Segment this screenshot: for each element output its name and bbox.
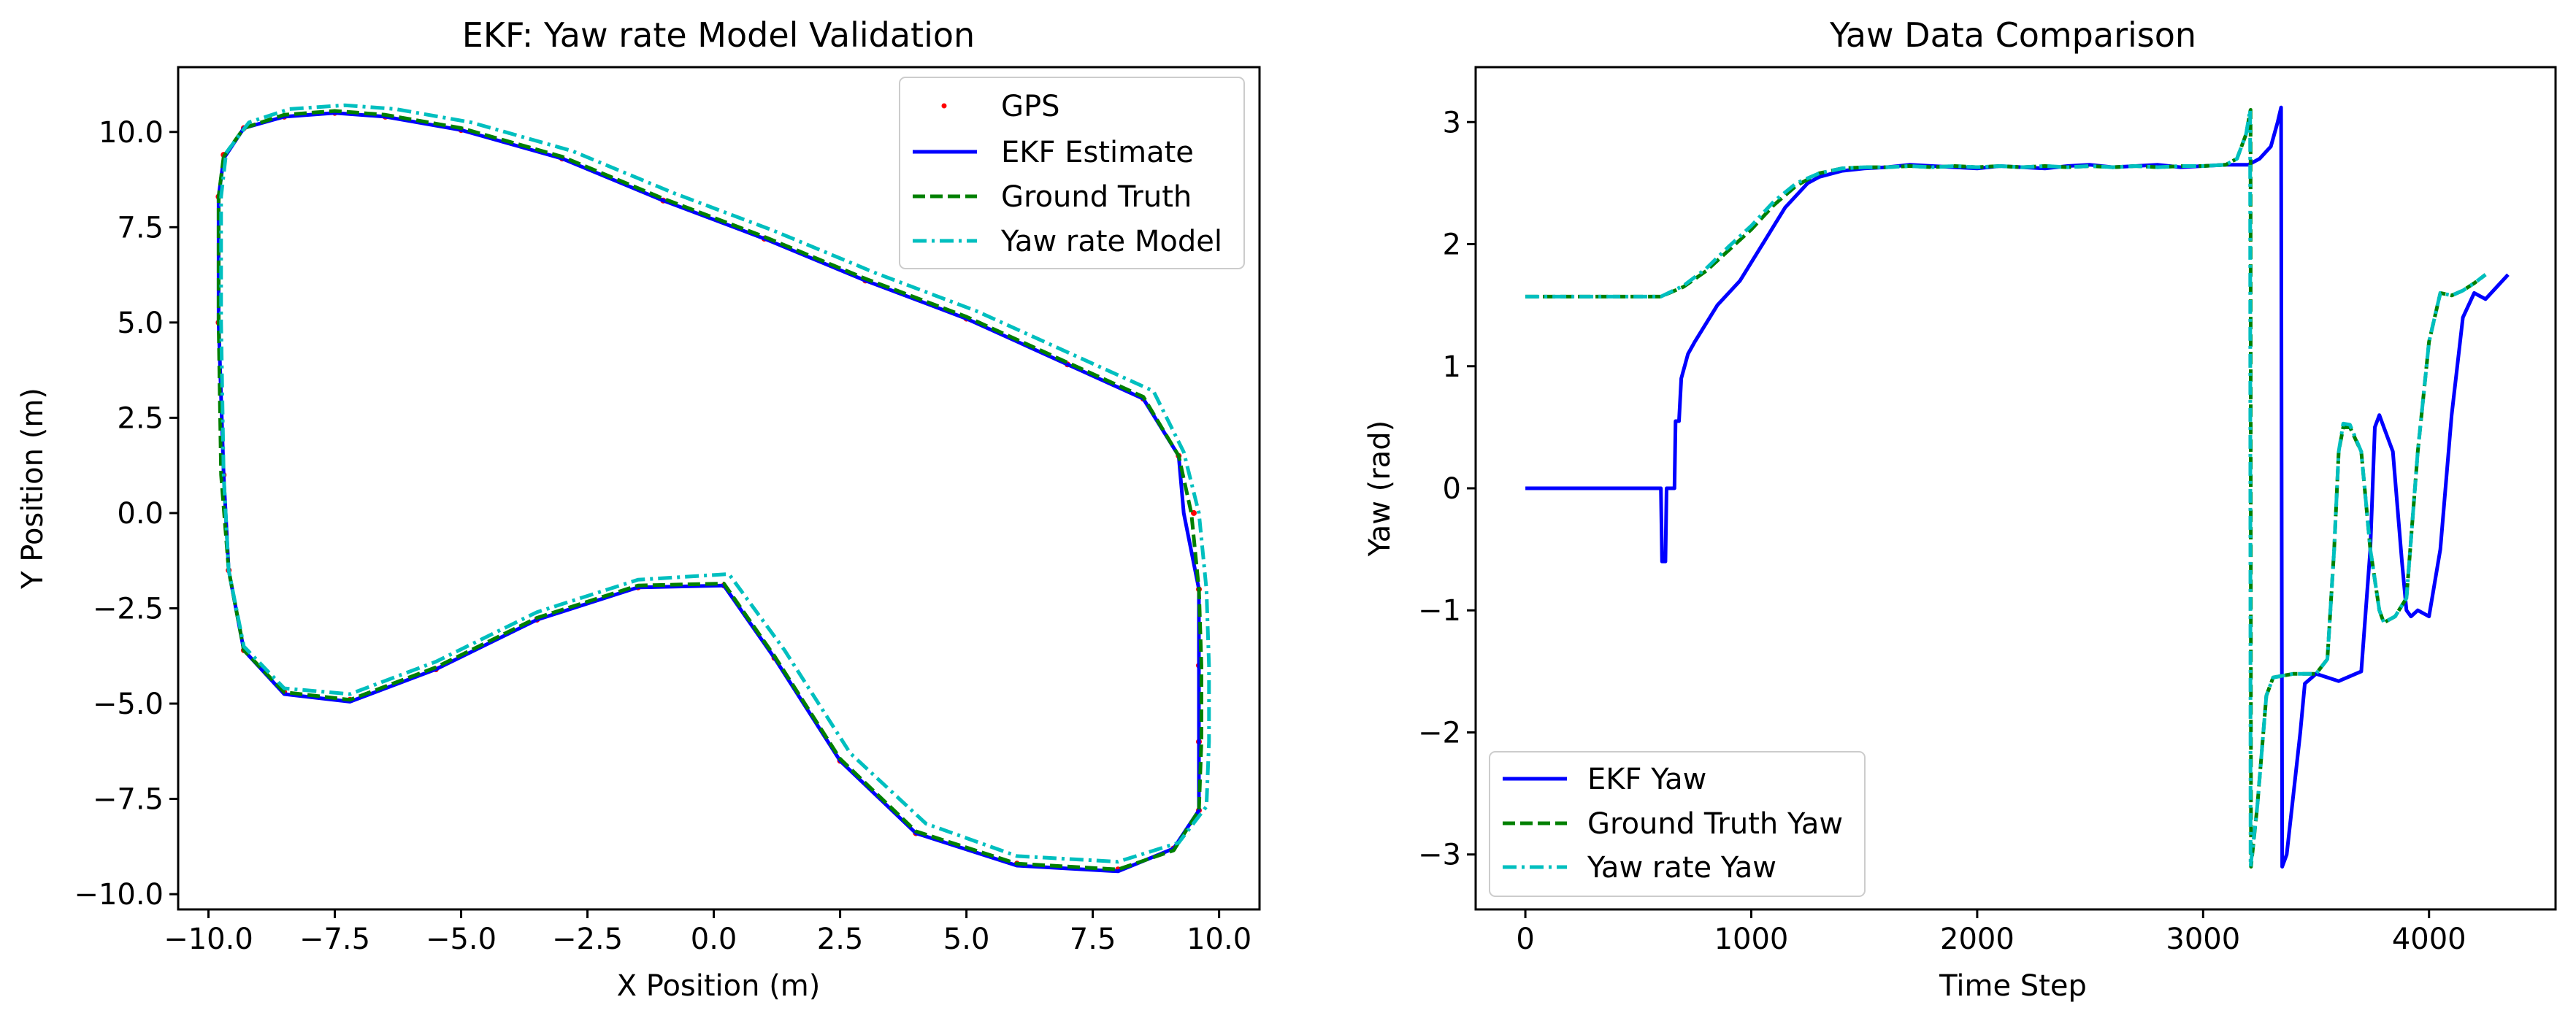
yaw-y-axis-label: Yaw (rad) <box>1363 420 1397 557</box>
legend-ekf-yaw-label: EKF Yaw <box>1587 763 1706 796</box>
y-tick-label-2: −5.0 <box>93 688 164 721</box>
trajectory-plot: EKF: Yaw rate Model Validation −10.0 −7.5… <box>16 15 1261 1003</box>
x-tick-label-2: −5.0 <box>426 923 497 956</box>
ekf-yaw-line <box>1525 105 2510 869</box>
yaw-title: Yaw Data Comparison <box>1829 15 2196 55</box>
y-tick-label-5: 2 <box>1443 228 1461 262</box>
trajectory-axes-frame <box>177 66 1261 911</box>
trajectory-x-ticks: −10.0 −7.5 −5.0 −2.5 0.0 2.5 5.0 7.5 10.0 <box>164 909 1251 956</box>
legend-ground-truth-yaw-label: Ground Truth Yaw <box>1587 807 1843 841</box>
x-tick-label-3: −2.5 <box>552 923 623 956</box>
x-tick-label-7: 7.5 <box>1070 923 1116 956</box>
y-tick-label-5: 2.5 <box>117 401 164 435</box>
ground-truth-line <box>216 109 1203 871</box>
yaw-plot: Yaw Data Comparison 0 1000 2000 3000 4000 −3… <box>1363 15 2557 1003</box>
yaw-y-ticks: −3 −2 −1 0 1 2 3 <box>1418 106 1476 872</box>
trajectory-y-ticks: −10.0 −7.5 −5.0 −2.5 0.0 2.5 5.0 7.5 10.0 <box>74 116 178 912</box>
x-tick-label-2: 2000 <box>1940 923 2015 956</box>
y-tick-label-8: 10.0 <box>99 116 164 150</box>
trajectory-title: EKF: Yaw rate Model Validation <box>462 15 975 55</box>
trajectory-marks <box>215 103 1211 874</box>
y-tick-label-3: −2.5 <box>93 592 164 625</box>
trajectory-legend-box <box>899 77 1245 269</box>
y-tick-label-1: −7.5 <box>93 783 164 817</box>
y-tick-label-6: 5.0 <box>117 307 164 340</box>
trajectory-y-axis-label: Y Position (m) <box>16 388 50 590</box>
y-tick-label-0: −3 <box>1418 839 1461 872</box>
y-tick-label-6: 3 <box>1443 106 1461 139</box>
y-tick-label-4: 1 <box>1443 350 1461 384</box>
legend-ekf-estimate-label: EKF Estimate <box>1001 136 1194 169</box>
x-tick-label-0: −10.0 <box>164 923 253 956</box>
trajectory-x-axis-label: X Position (m) <box>617 969 821 1003</box>
x-tick-label-3: 3000 <box>2166 923 2240 956</box>
yaw-x-ticks: 0 1000 2000 3000 4000 <box>1516 909 2466 956</box>
x-tick-label-4: 0.0 <box>691 923 737 956</box>
x-tick-label-6: 5.0 <box>943 923 990 956</box>
yaw-rate-yaw-line <box>1525 108 2487 869</box>
y-tick-label-1: −2 <box>1418 716 1461 750</box>
y-tick-label-4: 0.0 <box>117 497 164 531</box>
x-tick-label-1: −7.5 <box>299 923 370 956</box>
legend-yaw-rate-yaw-label: Yaw rate Yaw <box>1587 851 1776 885</box>
trajectory-legend: GPS EKF Estimate Ground Truth Yaw rate M… <box>899 77 1245 269</box>
legend-gps-label: GPS <box>1001 90 1060 123</box>
x-tick-label-0: 0 <box>1516 923 1534 956</box>
yaw-marks <box>1525 105 2510 869</box>
legend-gps-marker <box>941 103 947 109</box>
x-tick-label-4: 4000 <box>2392 923 2466 956</box>
y-tick-label-7: 7.5 <box>117 211 164 245</box>
yaw-legend-box <box>1489 751 1866 897</box>
y-tick-label-2: −1 <box>1418 594 1461 628</box>
yaw-x-axis-label: Time Step <box>1939 969 2087 1003</box>
y-tick-label-0: −10.0 <box>74 878 164 912</box>
legend-ground-truth-label: Ground Truth <box>1001 180 1192 214</box>
yaw-legend: EKF Yaw Ground Truth Yaw Yaw rate Yaw <box>1489 751 1866 897</box>
legend-yaw-rate-model-label: Yaw rate Model <box>1000 225 1222 258</box>
x-tick-label-8: 10.0 <box>1187 923 1251 956</box>
x-tick-label-5: 2.5 <box>817 923 864 956</box>
x-tick-label-1: 1000 <box>1714 923 1789 956</box>
y-tick-label-3: 0 <box>1443 472 1461 506</box>
yaw-rate-model-line <box>219 103 1211 864</box>
